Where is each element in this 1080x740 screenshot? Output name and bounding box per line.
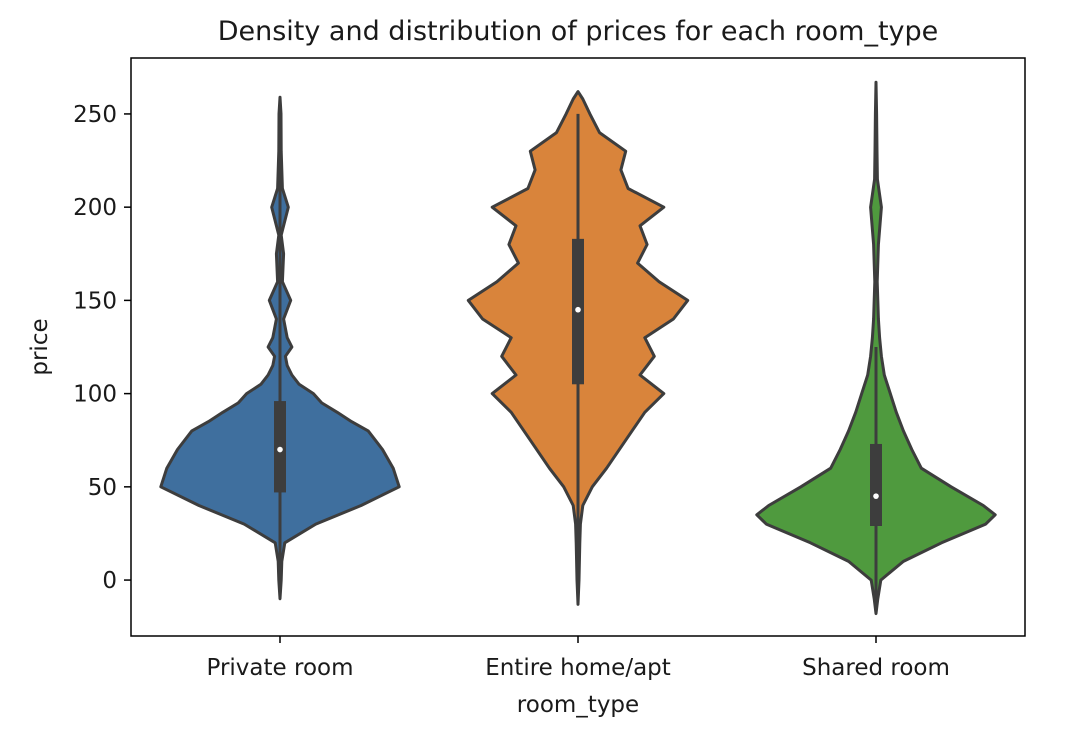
violin-median-dot bbox=[575, 306, 581, 313]
violin-median-dot bbox=[873, 493, 879, 499]
x-axis: Private room Entire home/apt Shared room bbox=[207, 636, 950, 681]
chart-title: Density and distribution of prices for e… bbox=[218, 16, 939, 47]
x-tick-label: Shared room bbox=[802, 655, 950, 681]
x-tick-label: Entire home/apt bbox=[485, 655, 671, 681]
y-tick-label: 150 bbox=[73, 288, 117, 314]
y-axis-title: price bbox=[27, 318, 53, 375]
violin-group bbox=[755, 80, 997, 616]
x-tick-label: Private room bbox=[207, 655, 354, 681]
y-axis: 0 50 100 150 200 250 bbox=[73, 102, 131, 594]
violin-group bbox=[159, 95, 401, 601]
violins-layer bbox=[159, 80, 997, 616]
y-tick-label: 100 bbox=[73, 382, 117, 408]
title-layer: Density and distribution of prices for e… bbox=[218, 16, 939, 47]
axis-titles: room_type price bbox=[27, 318, 639, 718]
violin-group bbox=[466, 90, 690, 606]
y-tick-label: 200 bbox=[73, 195, 117, 221]
x-axis-title: room_type bbox=[517, 692, 639, 718]
y-tick-label: 250 bbox=[73, 102, 117, 128]
violin-median-dot bbox=[277, 446, 283, 453]
violin-iqr-box bbox=[870, 443, 882, 526]
y-tick-label: 0 bbox=[102, 568, 117, 594]
y-tick-label: 50 bbox=[88, 475, 117, 501]
